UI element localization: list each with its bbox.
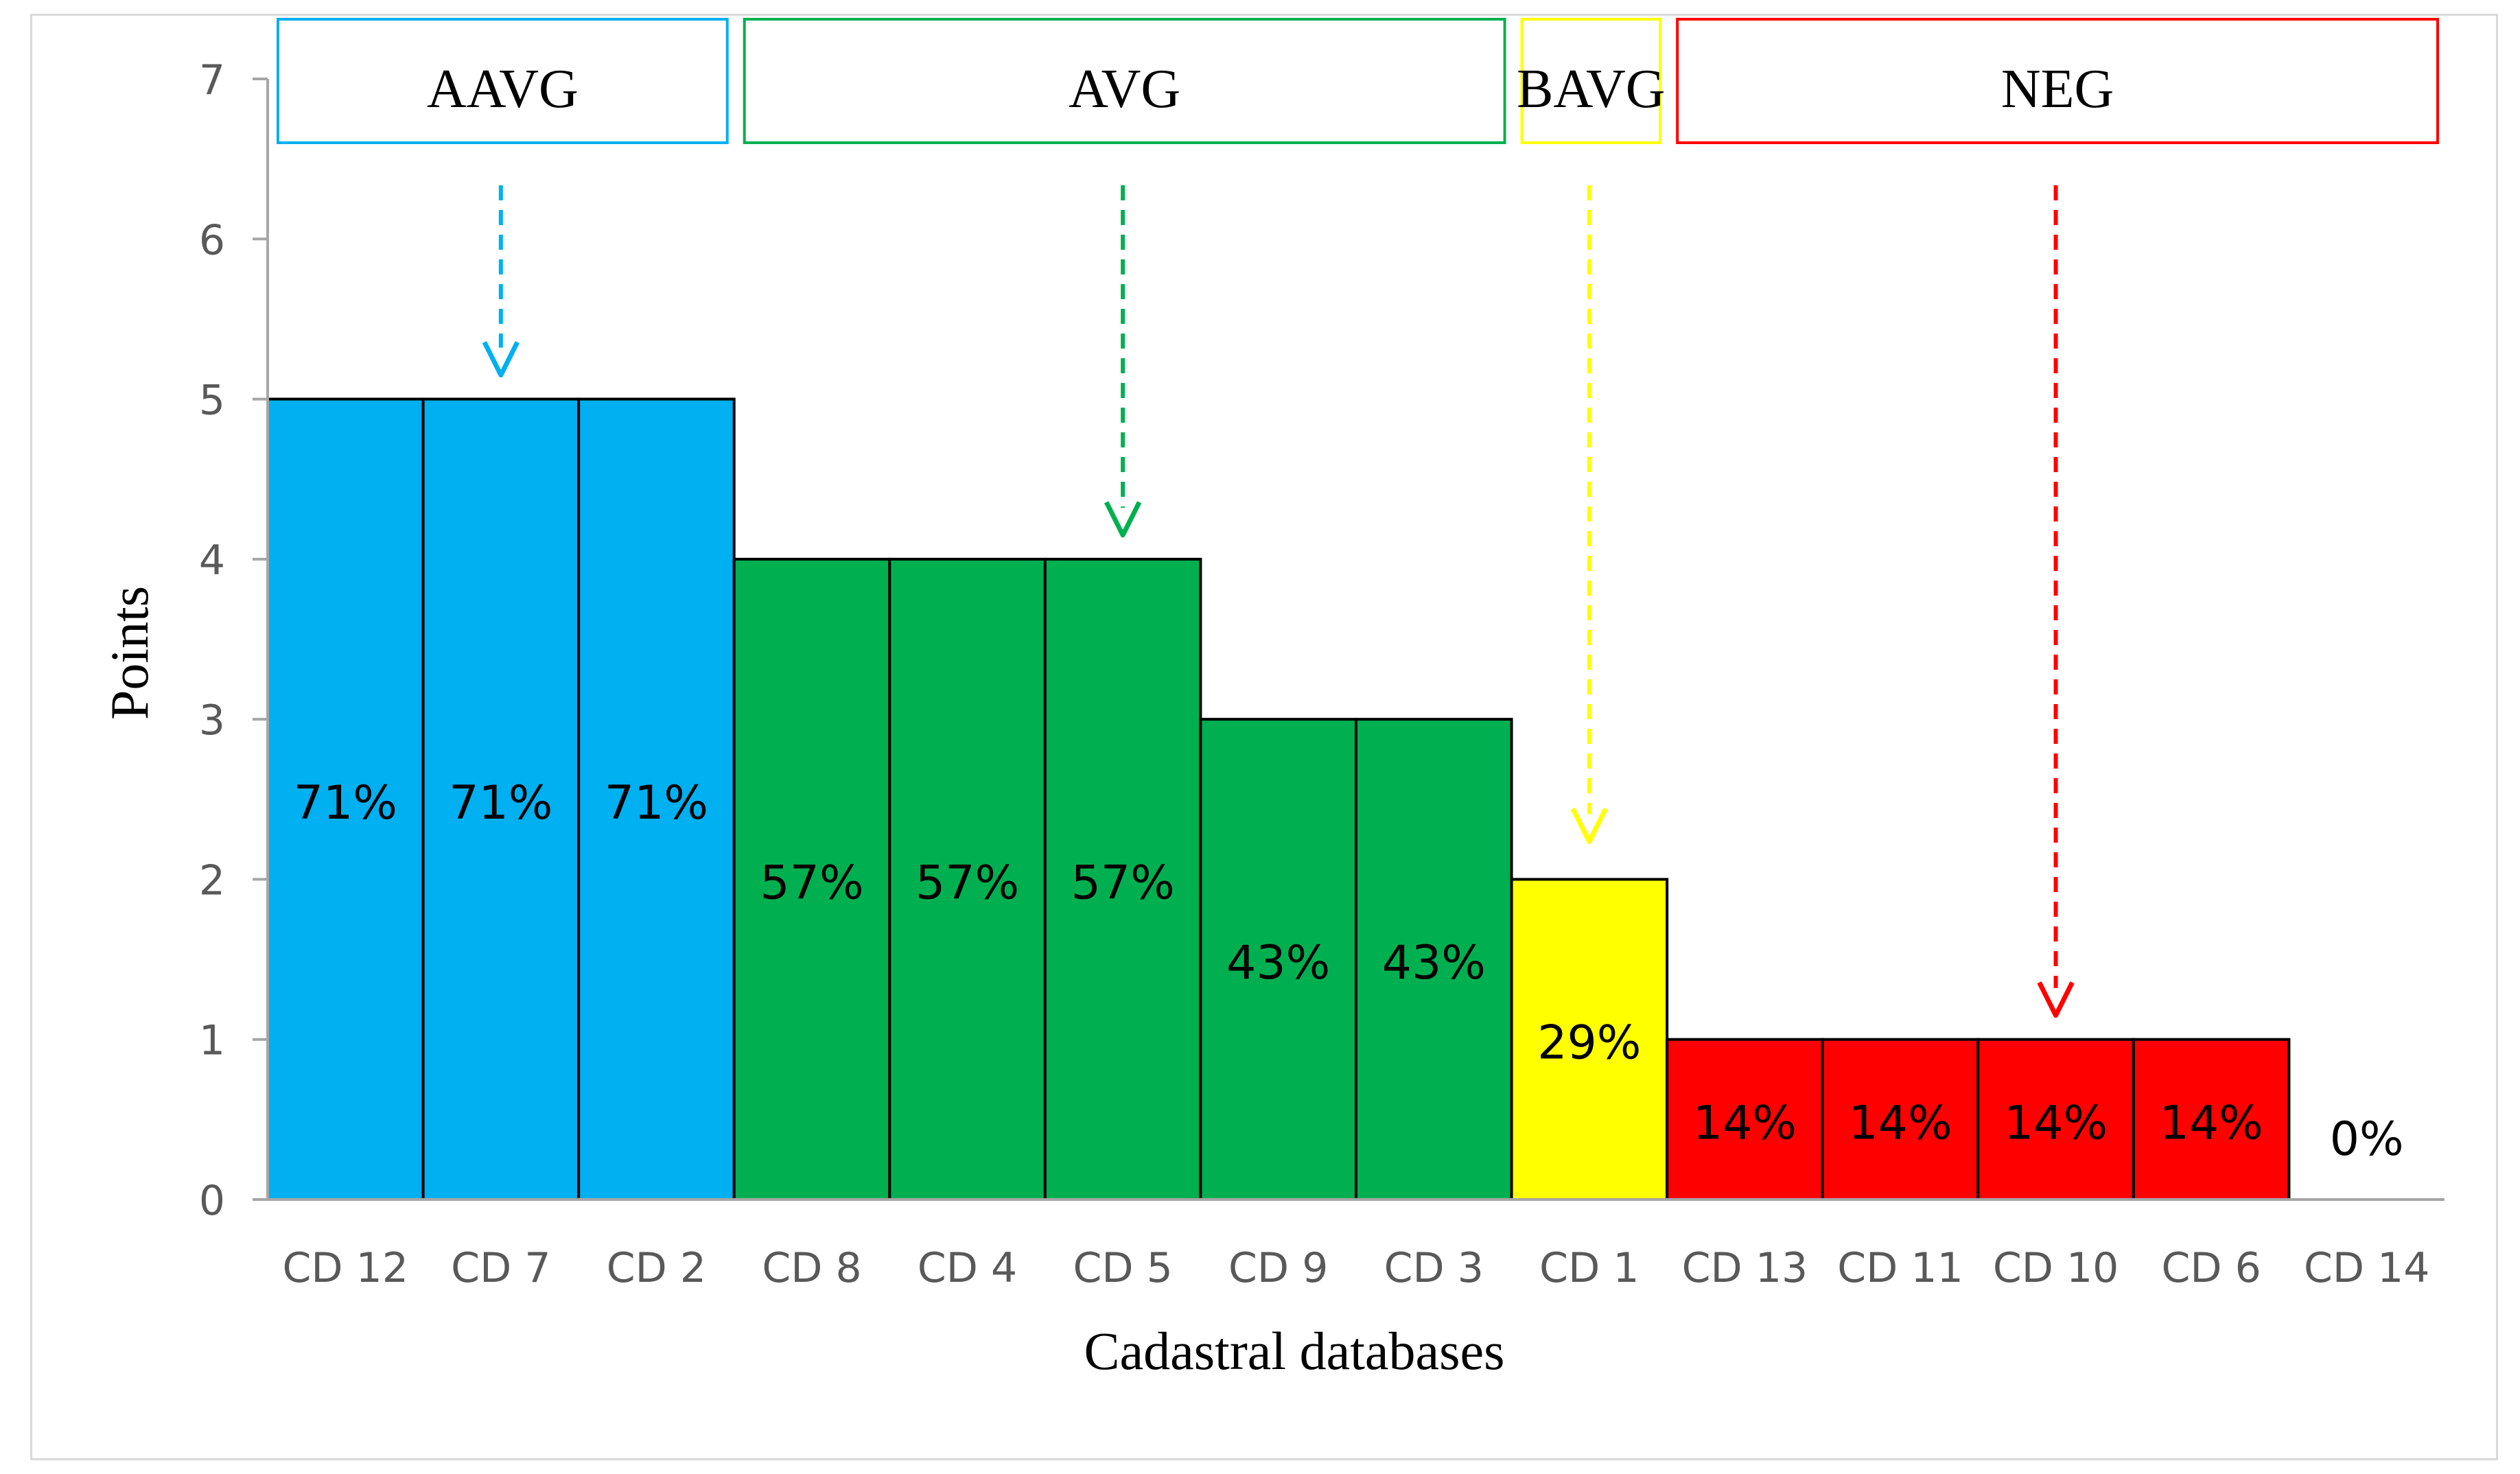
data-label: 57% (1071, 856, 1175, 910)
x-tick-label: CD 9 (1228, 1244, 1328, 1292)
y-tick-label: 6 (199, 216, 225, 264)
x-tick-label: CD 14 (2304, 1244, 2430, 1292)
x-tick-label: CD 10 (1993, 1244, 2119, 1292)
group-box (1676, 18, 2439, 144)
data-label: 14% (1693, 1096, 1797, 1150)
x-tick-label: CD 2 (607, 1244, 706, 1292)
group-box (743, 18, 1506, 144)
data-label: 71% (294, 776, 397, 830)
bar (1821, 1038, 1980, 1201)
group-label: NEG (2001, 59, 2114, 119)
data-label: 71% (449, 776, 552, 830)
bar (1510, 878, 1669, 1202)
y-tick-label: 1 (199, 1017, 225, 1065)
group-arrow-head (1570, 807, 1608, 844)
x-tick-label: CD 6 (2161, 1244, 2261, 1292)
data-label: 71% (605, 776, 708, 830)
data-label: 14% (2004, 1096, 2108, 1150)
y-axis-title: Points (100, 586, 159, 720)
x-tick-label: CD 4 (918, 1244, 1017, 1292)
x-tick-label: CD 11 (1837, 1244, 1963, 1292)
x-tick-label: CD 13 (1682, 1244, 1808, 1292)
group-arrow-head (2037, 981, 2075, 1018)
data-label: 14% (1848, 1096, 1952, 1150)
y-tick-label: 5 (199, 377, 225, 425)
x-tick-label: CD 8 (762, 1244, 861, 1292)
axes: 0 1 2 3 4 5 6 7 CD 12 CD 7 CD 2 CD 8 CD 4 CD 5 CD 9 CD … (199, 56, 2445, 1292)
group-arrow-head (1104, 501, 1142, 538)
x-tick-label: CD 12 (283, 1244, 409, 1292)
group-arrow-head (482, 341, 520, 378)
data-label: 57% (915, 856, 1019, 910)
data-label: 14% (2160, 1096, 2263, 1150)
bar (266, 397, 425, 1201)
group-label: AAVG (427, 59, 579, 119)
bar (1976, 1038, 2135, 1201)
data-label: 0% (2330, 1112, 2404, 1167)
y-tick-label: 3 (199, 697, 225, 745)
bar (2132, 1038, 2291, 1201)
x-tick-label: CD 7 (451, 1244, 550, 1292)
bar (888, 557, 1047, 1201)
group-box (277, 18, 729, 144)
bar (1355, 718, 1513, 1201)
y-tick-label: 0 (199, 1177, 225, 1225)
data-label: 29% (1537, 1016, 1641, 1071)
y-tick-label: 7 (199, 56, 225, 104)
x-tick-label: CD 1 (1539, 1244, 1639, 1292)
x-tick-label: CD 5 (1073, 1244, 1172, 1292)
y-tick-label: 4 (199, 537, 225, 585)
data-label: 57% (760, 856, 863, 910)
x-tick-label: CD 3 (1384, 1244, 1484, 1292)
group-boxes: AAVG AVG BAVG NEG (277, 18, 2439, 1018)
bar (577, 397, 736, 1201)
group-label: AVG (1069, 59, 1180, 119)
data-label: 43% (1226, 936, 1330, 990)
group-box (1520, 18, 1662, 144)
data-label: 43% (1382, 936, 1486, 990)
bar (732, 557, 891, 1201)
bar (1043, 557, 1202, 1201)
y-tick-label: 2 (199, 856, 225, 904)
bar (421, 397, 581, 1201)
bar (1199, 718, 1358, 1201)
group-label: BAVG (1517, 59, 1665, 119)
bars: 71% 71% 71% 57% 57% 57% 43% 43% 29% 14% 14% 14% 14% 0… (266, 397, 2404, 1202)
x-axis-title: Cadastral databases (1084, 1321, 1505, 1381)
